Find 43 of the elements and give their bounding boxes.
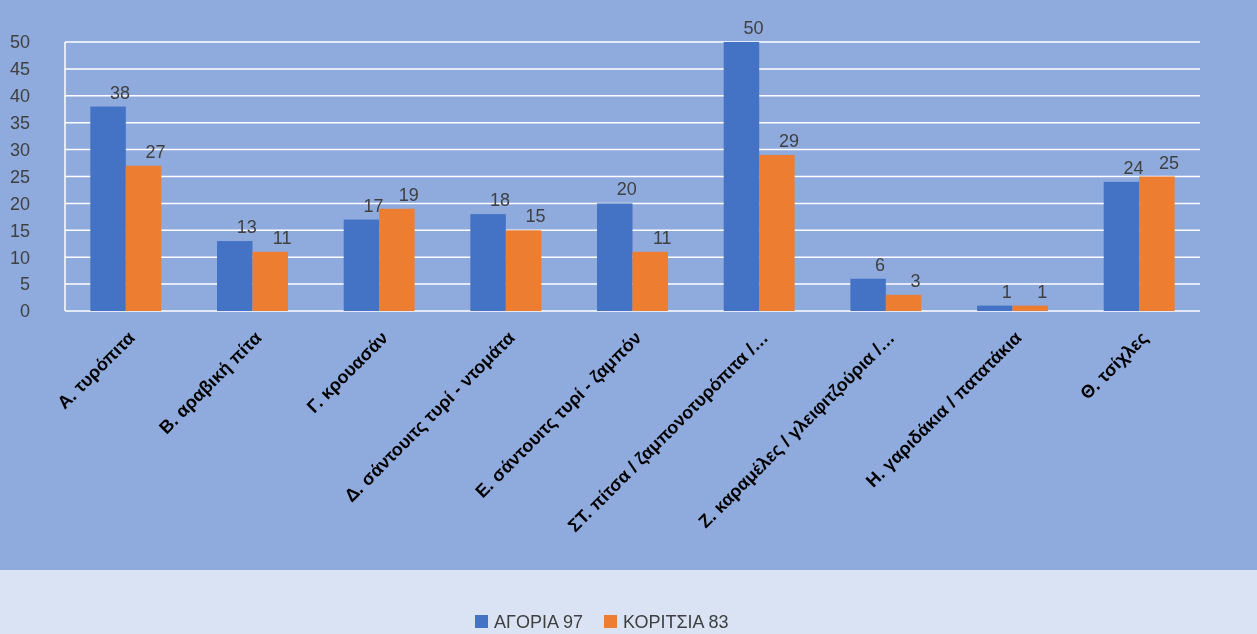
bar: [759, 154, 795, 311]
data-label: 1: [1001, 281, 1012, 302]
bar: [597, 203, 633, 311]
bar: [632, 251, 668, 311]
legend-label: ΑΓΟΡΙΑ 97: [494, 612, 583, 633]
data-label: 3: [910, 270, 921, 291]
bar: [977, 305, 1013, 311]
y-tick-label: 40: [9, 86, 30, 107]
data-label: 19: [398, 184, 419, 205]
data-label: 20: [616, 179, 637, 200]
y-tick-label: 20: [9, 193, 30, 214]
y-tick-label: 30: [9, 139, 30, 160]
data-label: 1: [1037, 281, 1048, 302]
y-tick-label: 25: [9, 166, 30, 187]
bar: [125, 165, 162, 311]
data-label: 11: [272, 227, 292, 248]
y-tick-label: 45: [9, 59, 30, 80]
bar: [343, 219, 380, 311]
y-tick-label: 10: [9, 247, 30, 268]
y-tick-label: 15: [9, 220, 30, 241]
bar: [850, 278, 886, 311]
bar: [1103, 181, 1140, 311]
y-tick-label: 5: [19, 274, 30, 295]
y-tick-label: 0: [19, 301, 30, 322]
bar: [217, 241, 253, 311]
bar: [470, 214, 506, 311]
data-label: 6: [875, 254, 886, 275]
bar: [1139, 176, 1175, 311]
y-tick-label: 35: [9, 113, 30, 133]
data-label: 11: [652, 227, 672, 248]
bar: [723, 42, 760, 311]
bar: [885, 294, 922, 311]
bar: [505, 230, 542, 311]
data-label: 29: [778, 130, 799, 151]
data-label: 50: [743, 18, 764, 38]
legend-label: ΚΟΡΙΤΣΙΑ 83: [623, 612, 729, 633]
data-label: 24: [1123, 157, 1144, 178]
bar: [1012, 305, 1048, 311]
data-label: 25: [1158, 152, 1179, 173]
data-label: 15: [525, 206, 546, 227]
y-tick-label: 50: [9, 32, 30, 53]
bar: [90, 106, 126, 311]
bar: [252, 251, 288, 311]
